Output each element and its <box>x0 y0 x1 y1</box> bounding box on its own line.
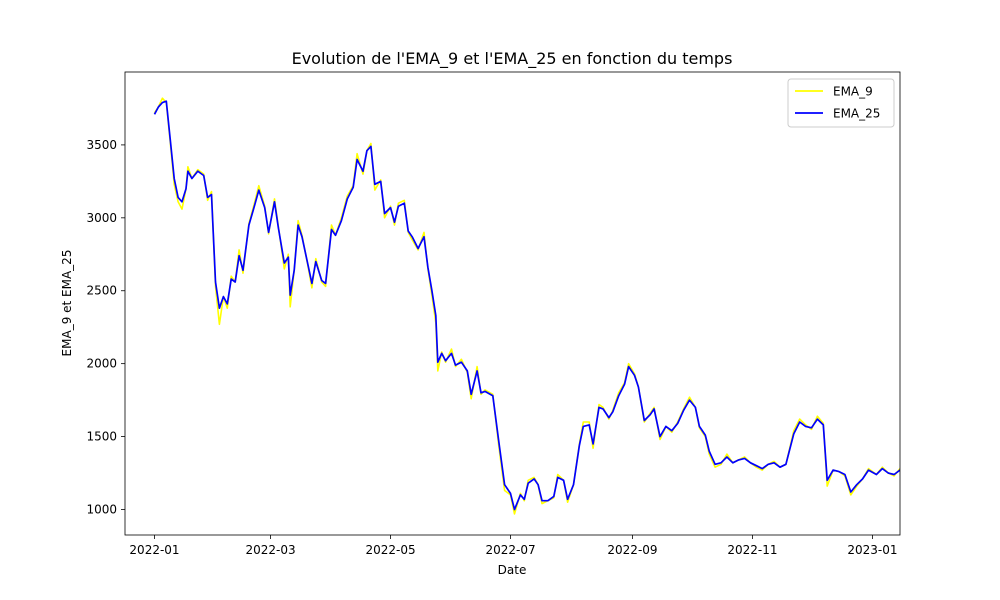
series-layer <box>153 97 900 515</box>
x-tick-label: 2022-03 <box>245 543 295 557</box>
y-tick-label: 2000 <box>86 357 117 371</box>
series-line-ema-25 <box>153 100 900 511</box>
legend-label-ema-25: EMA_25 <box>833 107 880 121</box>
y-tick-label: 3000 <box>86 211 117 225</box>
plot-frame <box>124 71 901 536</box>
y-tick-label: 3500 <box>86 138 117 152</box>
x-axis: 2022-01 2022-03 2022-05 2022-07 2022-09 2022-… <box>129 535 898 557</box>
y-tick-label: 1000 <box>86 502 117 516</box>
y-axis: 1000 1500 2000 2500 3000 3500 <box>86 138 125 516</box>
x-tick-label: 2022-05 <box>365 543 415 557</box>
y-axis-label: EMA_9 et EMA_25 <box>60 250 74 357</box>
legend: EMA_9 EMA_25 <box>787 78 895 128</box>
chart-title: Evolution de l'EMA_9 et l'EMA_25 en fonc… <box>292 49 733 69</box>
x-tick-label: 2022-11 <box>727 543 777 557</box>
legend-label-ema-9: EMA_9 <box>833 85 873 99</box>
x-tick-label: 2023-01 <box>847 543 897 557</box>
x-axis-label: Date <box>498 563 527 577</box>
y-tick-label: 2500 <box>86 284 117 298</box>
x-tick-label: 2022-01 <box>129 543 179 557</box>
y-tick-label: 1500 <box>86 430 117 444</box>
x-tick-label: 2022-09 <box>607 543 657 557</box>
x-tick-label: 2022-07 <box>485 543 535 557</box>
